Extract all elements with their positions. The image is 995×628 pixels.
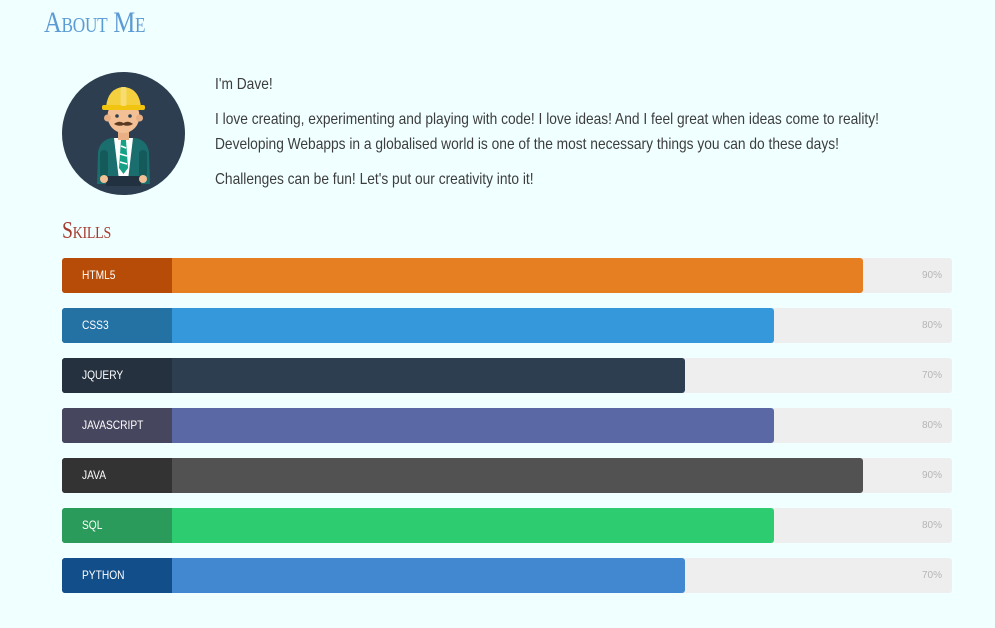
skill-percent: 90% (921, 470, 942, 481)
skill-percent: 70% (921, 370, 942, 381)
bio: I'm Dave! I love creating, experimenting… (215, 72, 935, 202)
skills-list: HTML5 90% CSS3 80% JQUERY 70% JAVASCRIPT… (62, 258, 952, 608)
bio-intro: I'm Dave! (215, 76, 273, 93)
bio-paragraph: I love creating, experimenting and playi… (215, 111, 879, 153)
skill-label-tag: JQUERY (62, 358, 172, 393)
skill-label-tag: SQL (62, 508, 172, 543)
about-heading: About Me (44, 6, 146, 39)
avatar (62, 72, 185, 195)
skill-bar-fill (62, 508, 774, 543)
skill-label-tag: HTML5 (62, 258, 172, 293)
skill-bar: PYTHON 70% (62, 558, 952, 593)
skill-label: SQL (82, 518, 103, 532)
skill-bar: JAVA 90% (62, 458, 952, 493)
skill-bar-fill (62, 458, 863, 493)
skill-bar: JAVASCRIPT 80% (62, 408, 952, 443)
construction-worker-avatar-icon (97, 87, 150, 186)
skill-bar-fill (62, 308, 774, 343)
skill-percent: 80% (921, 520, 942, 531)
skill-percent: 90% (921, 270, 942, 281)
skill-bar: JQUERY 70% (62, 358, 952, 393)
skill-label: CSS3 (82, 318, 109, 332)
skill-label: HTML5 (82, 268, 116, 282)
skill-percent: 80% (921, 320, 942, 331)
skill-label: JAVA (82, 468, 106, 482)
skill-label-tag: JAVASCRIPT (62, 408, 172, 443)
skill-label-tag: CSS3 (62, 308, 172, 343)
skill-label: JQUERY (82, 368, 124, 382)
skill-percent: 70% (921, 570, 942, 581)
skill-label-tag: JAVA (62, 458, 172, 493)
skill-label: PYTHON (82, 568, 125, 582)
skill-label: JAVASCRIPT (82, 418, 144, 432)
skill-bar-fill (62, 258, 863, 293)
skill-label-tag: PYTHON (62, 558, 172, 593)
skill-bar: CSS3 80% (62, 308, 952, 343)
skill-percent: 80% (921, 420, 942, 431)
skill-bar-fill (62, 408, 774, 443)
skill-bar: SQL 80% (62, 508, 952, 543)
bio-closing: Challenges can be fun! Let's put our cre… (215, 171, 534, 188)
skills-heading: Skills (62, 218, 111, 244)
skill-bar: HTML5 90% (62, 258, 952, 293)
